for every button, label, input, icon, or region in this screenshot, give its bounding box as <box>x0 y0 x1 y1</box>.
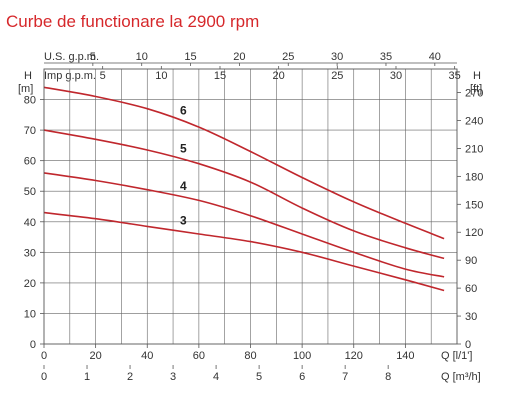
curve-label: 5 <box>180 142 187 156</box>
q-ls-tick-label: 140 <box>396 350 414 362</box>
q-ls-tick-label: 20 <box>90 350 102 362</box>
us-gpm-tick-label: 5 <box>90 51 96 63</box>
imp-gpm-tick-label: 20 <box>273 70 285 82</box>
curve-label: 3 <box>180 214 187 228</box>
h-m-tick-label: 50 <box>24 186 36 198</box>
q-ls-tick-label: 0 <box>41 350 47 362</box>
h-m-tick-label: 30 <box>24 247 36 259</box>
us-gpm-tick-label: 15 <box>184 51 196 63</box>
curves: 3 4 5 6 <box>43 86 445 292</box>
h-right-unit-label: [ft] <box>470 83 482 95</box>
q-m3h-tick-label: 6 <box>299 371 305 383</box>
q-ls-axis-label: Q [l/1'] <box>441 350 472 362</box>
h-ft-tick-label: 180 <box>465 171 483 183</box>
h-left-axis-label: H <box>24 70 32 82</box>
q-ls-tick-label: 80 <box>244 350 256 362</box>
q-ls-tick-label: 40 <box>141 350 153 362</box>
h-m-tick-label: 10 <box>24 308 36 320</box>
imp-gpm-tick-label: 25 <box>331 70 343 82</box>
h-m-tick-label: 60 <box>24 156 36 168</box>
plot-frame <box>43 68 458 345</box>
us-gpm-tick-label: 20 <box>233 51 245 63</box>
h-m-tick-label: 70 <box>24 125 36 137</box>
h-ft-tick-label: 270 <box>465 88 483 100</box>
h-m-tick-label: 40 <box>24 217 36 229</box>
q-m3h-tick-label: 1 <box>84 371 90 383</box>
us-gpm-tick-label: 25 <box>282 51 294 63</box>
us-gpm-tick-label: 30 <box>331 51 343 63</box>
h-ft-tick-label: 150 <box>465 199 483 211</box>
h-ft-tick-label: 60 <box>465 283 477 295</box>
imp-gpm-tick-label: 5 <box>100 70 106 82</box>
curve-label: 4 <box>180 179 187 193</box>
q-m3h-tick-label: 3 <box>170 371 176 383</box>
imp-gpm-tick-label: 35 <box>449 70 461 82</box>
curve-3-stages <box>43 211 445 292</box>
h-m-tick-label: 20 <box>24 278 36 290</box>
h-ft-tick-label: 120 <box>465 227 483 239</box>
h-ft-tick-label: 240 <box>465 115 483 127</box>
chart-title: Curbe de functionare la 2900 rpm <box>6 12 259 31</box>
imp-gpm-tick-label: 10 <box>155 70 167 82</box>
h-m-tick-label: 0 <box>30 339 36 351</box>
h-ft-tick-label: 30 <box>465 311 477 323</box>
q-m3h-tick-label: 5 <box>256 371 262 383</box>
curve-4-stages <box>43 172 445 278</box>
h-right-axis-label: H <box>473 70 481 82</box>
us-gpm-tick-label: 10 <box>136 51 148 63</box>
h-m-tick-label: 80 <box>24 95 36 107</box>
grid <box>44 69 457 344</box>
q-m3h-axis-label: Q [m³/h] <box>441 371 481 383</box>
imp-gpm-tick-label: 15 <box>214 70 226 82</box>
q-ls-tick-label: 120 <box>345 350 363 362</box>
q-m3h-tick-label: 8 <box>385 371 391 383</box>
us-gpm-tick-label: 35 <box>380 51 392 63</box>
h-ft-tick-label: 210 <box>465 143 483 155</box>
curve-6-stages <box>43 86 445 240</box>
q-m3h-tick-label: 7 <box>342 371 348 383</box>
q-m3h-tick-label: 2 <box>127 371 133 383</box>
imp-gpm-tick-label: 30 <box>390 70 402 82</box>
h-ft-tick-label: 90 <box>465 255 477 267</box>
h-left-unit-label: [m] <box>18 83 33 95</box>
curve-label: 6 <box>180 104 187 118</box>
us-gpm-tick-label: 40 <box>429 51 441 63</box>
curve-5-stages <box>43 129 445 260</box>
q-ls-tick-label: 100 <box>293 350 311 362</box>
q-ls-tick-label: 60 <box>193 350 205 362</box>
q-m3h-tick-label: 4 <box>213 371 219 383</box>
q-m3h-tick-label: 0 <box>41 371 47 383</box>
us-gpm-axis-label: U.S. g.p.m. <box>44 51 99 63</box>
h-ft-tick-label: 0 <box>465 339 471 351</box>
